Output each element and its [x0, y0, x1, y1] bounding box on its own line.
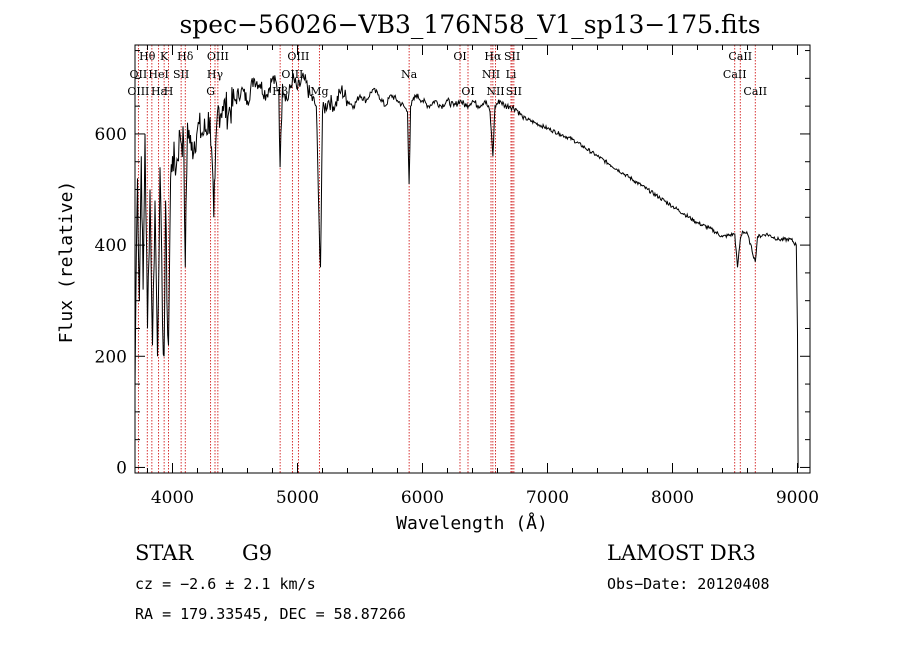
- x-tick-label-6000: 6000: [401, 488, 444, 508]
- line-label-23: Li: [506, 68, 517, 81]
- line-label-13: OIII: [281, 68, 303, 81]
- line-label-6: H: [164, 85, 174, 98]
- line-label-7: SII: [173, 68, 189, 81]
- line-label-25: CaII: [728, 50, 752, 63]
- redshift-cz: cz = −2.6 ± 2.1 km/s: [135, 575, 316, 593]
- spectrum-line: [134, 72, 799, 468]
- line-label-2: OIII: [127, 85, 149, 98]
- line-label-24: SII: [506, 85, 522, 98]
- x-axis-ticks: 4000 5000 6000 7000 8000 9000: [147, 45, 819, 508]
- line-label-22: SII: [504, 50, 520, 63]
- x-tick-label-5000: 5000: [276, 488, 319, 508]
- chart-title: spec−56026−VB3_176N58_V1_sp13−175.fits: [179, 10, 760, 39]
- line-label-14: Hβ: [272, 85, 288, 98]
- x-tick-label-8000: 8000: [651, 488, 694, 508]
- line-label-17: OI: [453, 50, 466, 63]
- observation-date: Obs−Date: 20120408: [607, 575, 770, 593]
- spectral-line-labels: Hθ OII OIII K HeI HεH SII Hδ OIII Hγ G OIII OIII Hβ Mg…: [127, 50, 767, 98]
- y-tick-label-0: 0: [116, 458, 127, 478]
- object-class: STAR: [135, 541, 194, 565]
- y-tick-label-600: 600: [95, 125, 127, 145]
- line-label-26: CaII: [723, 68, 747, 81]
- line-label-0: Hθ: [139, 50, 156, 63]
- line-label-8: Hδ: [177, 50, 194, 63]
- y-axis-label: Flux (relative): [56, 181, 77, 344]
- plot-frame: [134, 44, 811, 474]
- x-axis-label: Wavelength (Å): [396, 512, 548, 534]
- y-tick-label-400: 400: [95, 236, 127, 256]
- y-axis-ticks: 0 200 400 600: [95, 50, 810, 478]
- ra-dec-coordinates: RA = 179.33545, DEC = 58.87266: [135, 605, 406, 623]
- x-tick-label-9000: 9000: [776, 488, 819, 508]
- line-label-4: HeI: [148, 68, 168, 81]
- line-label-27: CaII: [743, 85, 767, 98]
- line-label-1: OII: [130, 68, 148, 81]
- line-label-12: OIII: [287, 50, 309, 63]
- line-label-16: Na: [401, 68, 418, 81]
- line-label-19: Hα: [484, 50, 502, 63]
- x-tick-label-4000: 4000: [151, 488, 194, 508]
- line-label-18: OI: [461, 85, 474, 98]
- line-label-20: NII: [482, 68, 500, 81]
- x-tick-label-7000: 7000: [526, 488, 569, 508]
- line-label-15: Mg: [310, 85, 328, 98]
- spectral-line-markers: [137, 45, 756, 473]
- line-label-5: Hε: [151, 85, 167, 98]
- line-label-11: G: [206, 85, 215, 98]
- line-label-10: Hγ: [207, 68, 224, 81]
- survey-name: LAMOST DR3: [607, 541, 756, 565]
- line-label-3: K: [160, 50, 169, 63]
- line-label-9: OIII: [207, 50, 229, 63]
- line-label-21: NII: [486, 85, 504, 98]
- y-tick-label-200: 200: [95, 347, 127, 367]
- object-subclass: G9: [242, 541, 272, 565]
